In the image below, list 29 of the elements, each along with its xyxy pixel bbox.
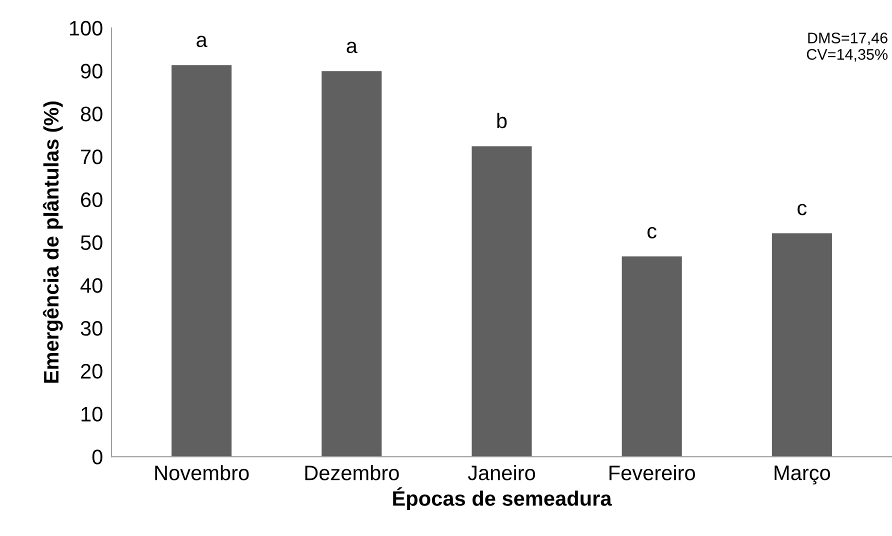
y-tick-label: 100 [70,20,102,36]
y-tick-label: 70 [81,150,102,164]
x-tick-label: Dezembro [305,465,399,480]
y-tick-label: 60 [81,192,102,208]
x-tick-label: Março [774,466,830,484]
x-tick-label: Fevereiro [610,465,695,480]
annotation: b [497,112,507,128]
bar [172,65,232,457]
y-tick-label: 10 [82,406,102,422]
y-tick-label: 30 [80,321,102,336]
x-axis-title: Épocas de semeadura [393,487,612,510]
y-tick-label: 0 [92,450,102,464]
y-tick-label: 50 [80,235,102,250]
annotation: a [196,36,208,48]
bar [622,256,682,457]
y-tick-label: 20 [81,364,102,379]
bar [472,146,532,457]
y-axis-title: Emergência de plântulas (%) [42,101,63,383]
y-tick-label: 90 [80,64,102,79]
bar [772,233,832,457]
y-tick-label: 40 [80,278,102,293]
annotation: a [346,42,358,54]
x-tick-label: Novembro [155,465,249,480]
bar [322,71,382,457]
annotation: DMS=17,46 CV=14,35% [806,32,888,62]
annotation: c [798,204,807,216]
x-tick-label: Janeiro [468,465,536,480]
annotation: c [648,227,657,238]
y-tick-label: 80 [80,106,102,122]
